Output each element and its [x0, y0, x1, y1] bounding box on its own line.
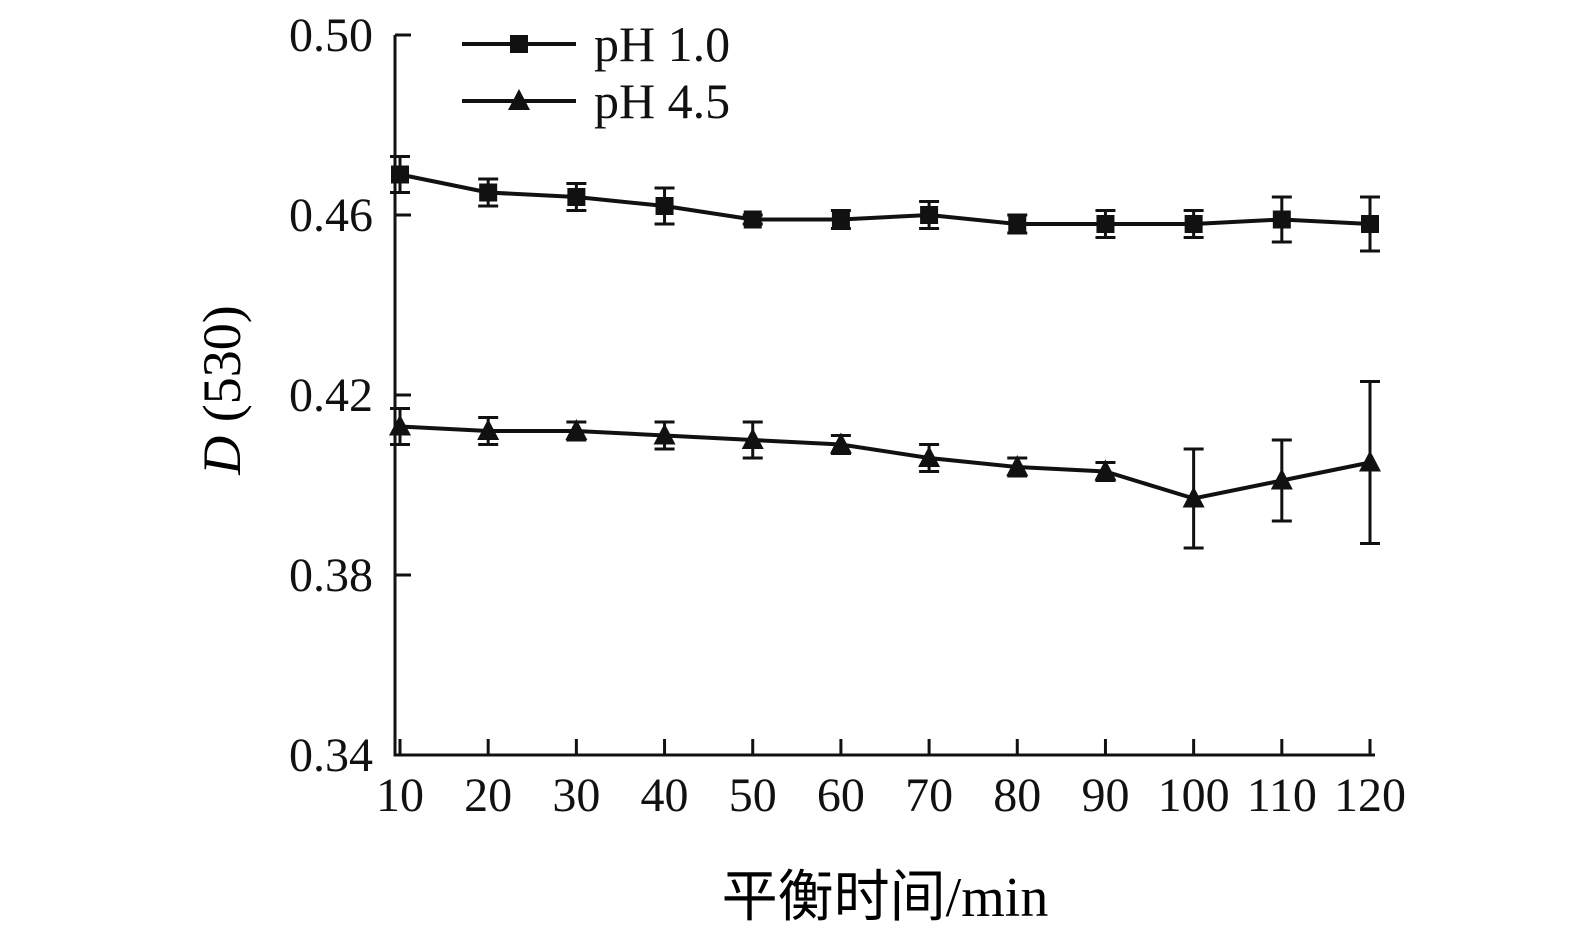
- marker-triangle-icon: [1182, 486, 1205, 508]
- legend-label: pH 1.0: [594, 16, 730, 72]
- y-tick-label: 0.38: [289, 549, 373, 602]
- marker-square-icon: [510, 35, 528, 53]
- x-tick-label: 110: [1247, 769, 1317, 822]
- x-tick-label: 40: [641, 769, 689, 822]
- y-tick-label: 0.50: [289, 9, 373, 62]
- marker-triangle-icon: [918, 446, 941, 467]
- marker-square-icon: [743, 210, 762, 229]
- y-tick-label: 0.34: [289, 729, 373, 782]
- y-axis-label-rest: (530): [192, 305, 252, 436]
- marker-triangle-icon: [477, 419, 500, 440]
- y-tick-label: 0.46: [289, 189, 373, 242]
- marker-triangle-icon: [829, 432, 852, 454]
- y-tick-label: 0.42: [289, 369, 373, 422]
- marker-square-icon: [1272, 210, 1291, 229]
- marker-square-icon: [831, 210, 850, 229]
- marker-square-icon: [567, 188, 586, 206]
- marker-square-icon: [1096, 215, 1115, 233]
- x-tick-label: 90: [1081, 769, 1129, 822]
- x-tick-label: 20: [464, 769, 512, 822]
- marker-triangle-icon: [653, 423, 676, 445]
- marker-triangle-icon: [1006, 455, 1029, 476]
- series-ph-4.5: [389, 380, 1381, 550]
- y-axis-label-variable: D: [192, 435, 252, 475]
- x-tick-label: 10: [376, 769, 424, 822]
- x-axis-label: 平衡时间/min: [721, 867, 1049, 929]
- marker-triangle-icon: [389, 414, 411, 436]
- x-tick-label: 30: [552, 769, 600, 822]
- series-line: [399, 172, 1371, 226]
- marker-square-icon: [1184, 215, 1203, 233]
- marker-triangle-icon: [508, 89, 530, 110]
- series-ph-1.0: [390, 155, 1380, 253]
- x-tick-label: 50: [729, 769, 777, 822]
- legend-label: pH 4.5: [594, 73, 730, 129]
- x-tick-label: 70: [905, 769, 953, 822]
- marker-triangle-icon: [741, 428, 764, 449]
- marker-triangle-icon: [1270, 468, 1293, 490]
- axes: [393, 35, 1375, 757]
- marker-square-icon: [391, 165, 409, 184]
- x-tick-label: 100: [1158, 769, 1230, 822]
- marker-square-icon: [655, 197, 674, 215]
- marker-triangle-icon: [1359, 450, 1381, 472]
- marker-triangle-icon: [565, 419, 588, 440]
- x-tick-label: 120: [1334, 769, 1406, 822]
- marker-square-icon: [920, 206, 939, 224]
- marker-triangle-icon: [1094, 459, 1117, 481]
- x-tick-label: 60: [817, 769, 865, 822]
- marker-square-icon: [479, 183, 498, 202]
- marker-square-icon: [1008, 215, 1027, 233]
- series-line: [399, 424, 1371, 501]
- x-tick-label: 80: [993, 769, 1041, 822]
- marker-square-icon: [1361, 215, 1379, 233]
- y-axis-label: D (530): [190, 230, 254, 550]
- legend-entry: pH 4.5: [462, 73, 730, 129]
- legend-entry: pH 1.0: [462, 16, 730, 72]
